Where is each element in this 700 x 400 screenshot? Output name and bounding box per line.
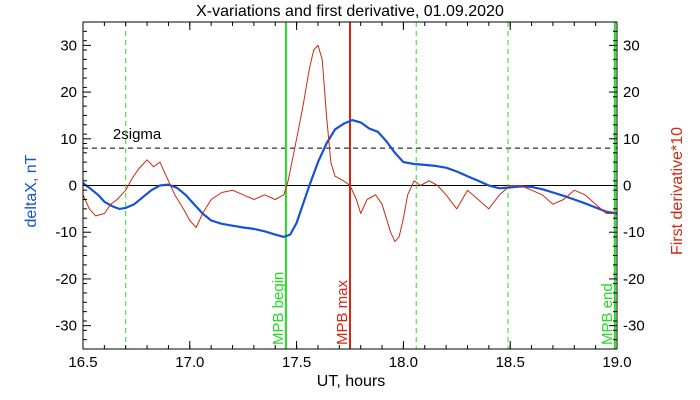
y-tick-label-left: -20 (55, 271, 77, 288)
x-tick-label: 18.5 (496, 354, 525, 371)
y-tick-label-left: 20 (60, 84, 77, 101)
y-tick-label-right: 10 (623, 131, 640, 148)
y-tick-label-right: 30 (623, 37, 640, 54)
marker-label: MPB end (599, 283, 616, 345)
y-tick-label-left: -10 (55, 224, 77, 241)
y-tick-label-left: 0 (69, 178, 77, 195)
y-axis-label-right: First derivative*10 (669, 127, 686, 255)
plot-area: 2sigma MPB begin MPB max MPB end (82, 21, 618, 350)
y-tick-label-right: 20 (623, 84, 640, 101)
y-tick-label-right: -30 (623, 318, 645, 335)
sigma-label: 2sigma (113, 126, 162, 143)
y-tick-label-left: 10 (60, 131, 77, 148)
x-tick-label: 17.0 (175, 354, 204, 371)
y-tick-label-right: -10 (623, 224, 645, 241)
chart-title: X-variations and first derivative, 01.09… (196, 3, 504, 20)
y-tick-label-right: 0 (623, 178, 631, 195)
marker-label: MPB max (334, 279, 351, 345)
y-tick-label-left: 30 (60, 37, 77, 54)
marker-label: MPB begin (270, 272, 287, 345)
x-tick-label: 17.5 (282, 354, 311, 371)
tick-labels: 16.5 17.0 17.5 18.0 18.5 19.0 30 30 20 20 10 10 0 0 -1… (55, 21, 645, 371)
y-tick-label-right: -20 (623, 271, 645, 288)
x-tick-label: 16.5 (68, 354, 97, 371)
series-line-deltax (82, 118, 618, 238)
series-line-derivative (82, 44, 617, 243)
y-axis-label-left: deltaX, nT (23, 154, 40, 227)
x-tick-label: 19.0 (602, 354, 631, 371)
x-axis-label: UT, hours (317, 373, 385, 390)
x-tick-label: 18.0 (389, 354, 418, 371)
y-tick-label-left: -30 (55, 318, 77, 335)
